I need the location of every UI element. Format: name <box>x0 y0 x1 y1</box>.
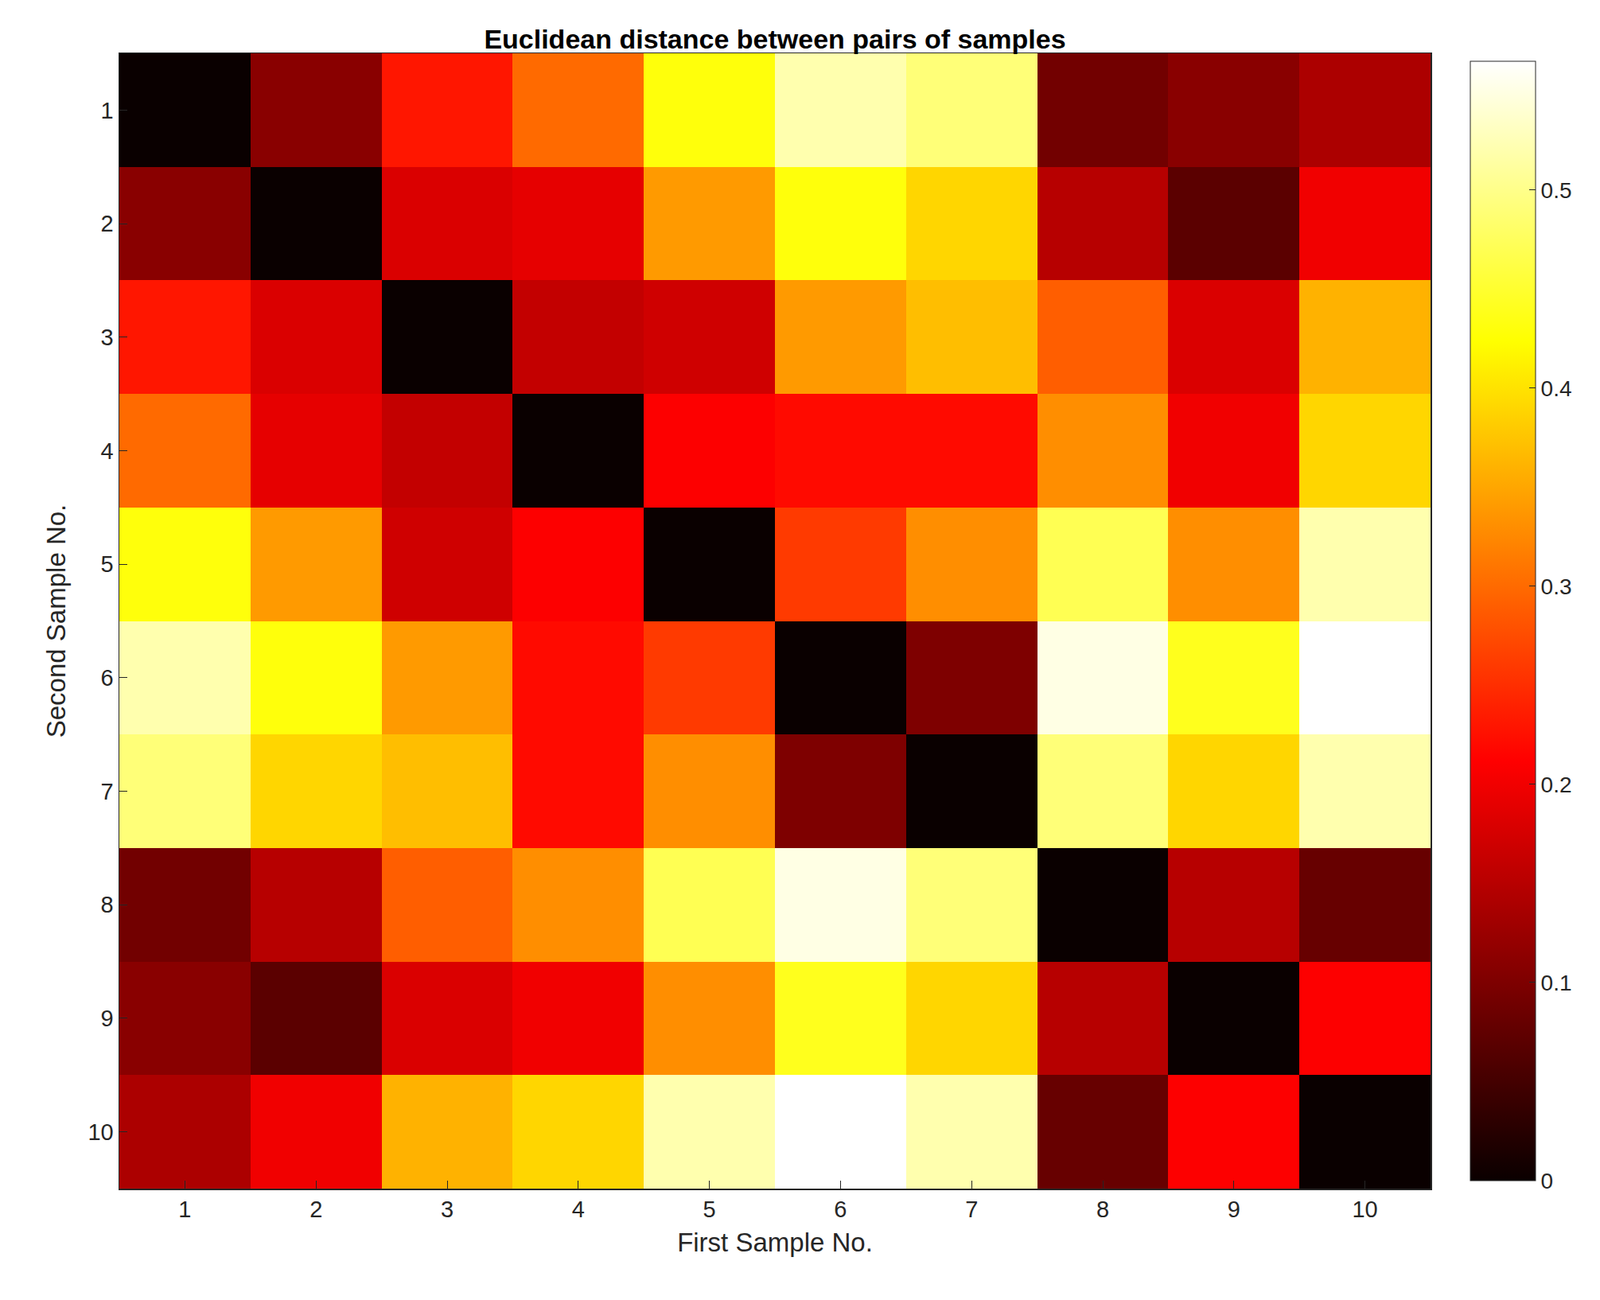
svg-text:3: 3 <box>101 324 114 351</box>
svg-text:0.1: 0.1 <box>1541 970 1573 996</box>
svg-text:1: 1 <box>178 1196 191 1223</box>
svg-text:7: 7 <box>965 1196 978 1223</box>
svg-text:3: 3 <box>440 1196 454 1223</box>
svg-text:4: 4 <box>101 438 114 464</box>
svg-text:7: 7 <box>101 778 114 805</box>
svg-text:6: 6 <box>833 1196 847 1223</box>
svg-text:Second Sample No.: Second Sample No. <box>41 504 71 739</box>
svg-text:1: 1 <box>101 97 114 124</box>
svg-text:2: 2 <box>309 1196 323 1223</box>
svg-text:9: 9 <box>101 1005 114 1032</box>
svg-text:0.4: 0.4 <box>1541 376 1573 401</box>
svg-text:Euclidean distance between pai: Euclidean distance between pairs of samp… <box>483 23 1066 55</box>
svg-text:10: 10 <box>1351 1196 1378 1223</box>
svg-text:4: 4 <box>572 1196 585 1223</box>
svg-text:10: 10 <box>87 1119 113 1145</box>
svg-text:5: 5 <box>101 551 114 577</box>
svg-text:8: 8 <box>101 891 114 918</box>
svg-text:0.2: 0.2 <box>1541 772 1573 798</box>
svg-text:8: 8 <box>1096 1196 1110 1223</box>
svg-text:0.3: 0.3 <box>1541 574 1573 600</box>
svg-text:2: 2 <box>101 210 114 237</box>
svg-text:First Sample No.: First Sample No. <box>677 1227 873 1258</box>
svg-text:6: 6 <box>101 665 114 691</box>
svg-text:0: 0 <box>1541 1168 1554 1194</box>
svg-text:5: 5 <box>703 1196 717 1223</box>
svg-text:0.5: 0.5 <box>1541 178 1573 203</box>
svg-text:9: 9 <box>1227 1196 1241 1223</box>
